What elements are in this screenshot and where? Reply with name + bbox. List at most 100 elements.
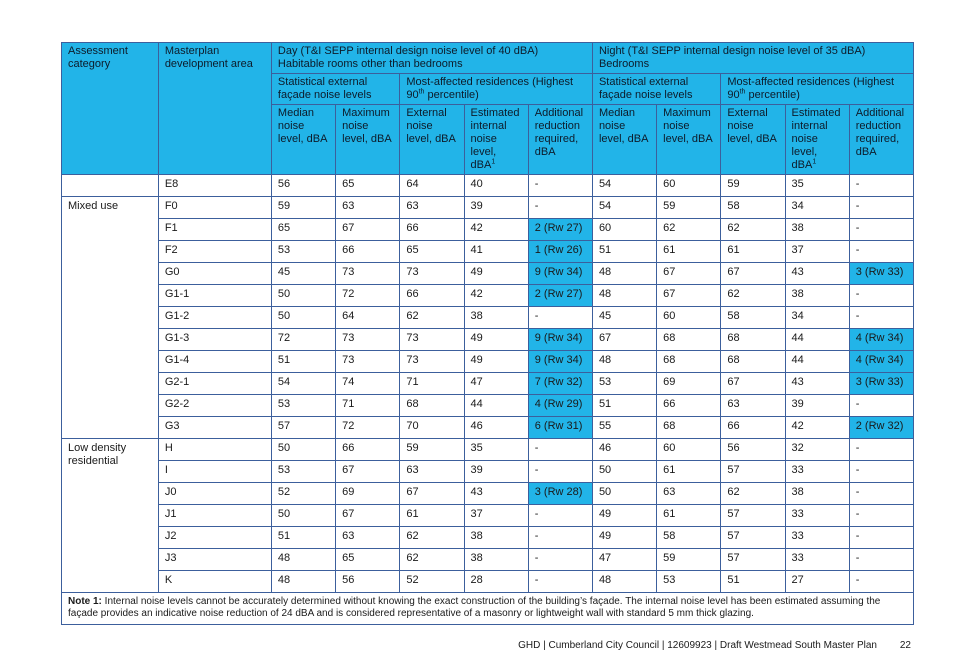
area-cell: J1: [157, 504, 272, 527]
note-text: Internal noise levels cannot be accurate…: [68, 596, 881, 619]
day-internal-cell: 35: [463, 438, 529, 461]
night-internal-cell: 33: [784, 526, 850, 549]
day-internal-cell: 39: [463, 460, 529, 483]
night-maximum-cell: 61: [656, 240, 722, 263]
day-maximum-cell: 65: [335, 548, 401, 571]
night-median-cell: 49: [591, 526, 658, 549]
area-cell: K: [157, 570, 272, 593]
night-external-cell: 67: [720, 262, 786, 285]
day-reduction-cell: -: [527, 570, 593, 593]
table-note: Note 1: Internal noise levels cannot be …: [61, 592, 914, 625]
night-maximum-cell: 67: [656, 284, 722, 307]
night-external-cell: 67: [720, 372, 786, 395]
header-assessment-category: Assessment category: [61, 42, 159, 175]
category-cell: Low density residential: [61, 438, 159, 593]
day-reduction-cell: -: [527, 548, 593, 571]
footer-text: GHD | Cumberland City Council | 12609923…: [518, 640, 877, 651]
day-maximum-cell: 64: [335, 306, 401, 329]
night-external-cell: 58: [720, 306, 786, 329]
table-row: J2 51 63 62 38 - 49 58 57 33 -: [62, 526, 915, 549]
table-row: G2-1 54 74 71 47 7 (Rw 32) 53 69 67 43 3…: [62, 372, 915, 395]
day-internal-cell: 44: [463, 394, 529, 417]
day-maximum-cell: 56: [335, 570, 401, 593]
night-reduction-cell: 4 (Rw 34): [848, 350, 915, 373]
day-maximum-cell: 72: [335, 416, 401, 439]
day-maximum-cell: 74: [335, 372, 401, 395]
table-note-row: Note 1: Internal noise levels cannot be …: [61, 592, 914, 625]
header-masterplan-area: Masterplan development area: [157, 42, 272, 175]
night-external-cell: 57: [720, 504, 786, 527]
day-maximum-cell: 72: [335, 284, 401, 307]
night-internal-cell: 38: [784, 482, 850, 505]
night-maximum-cell: 63: [656, 482, 722, 505]
day-internal-cell: 38: [463, 526, 529, 549]
night-internal-cell: 43: [784, 372, 850, 395]
day-external-cell: 63: [399, 460, 465, 483]
header-night-median: Median noise level, dBA: [591, 104, 658, 175]
night-reduction-cell: -: [848, 460, 915, 483]
table-header: Assessment category Masterplan developme…: [61, 42, 915, 175]
day-external-cell: 64: [399, 174, 465, 197]
day-internal-cell: 47: [463, 372, 529, 395]
day-internal-cell: 43: [463, 482, 529, 505]
day-internal-cell: 49: [463, 350, 529, 373]
night-internal-cell: 33: [784, 460, 850, 483]
night-reduction-cell: -: [848, 482, 915, 505]
header-day-group: Day (T&I SEPP internal design noise leve…: [270, 42, 593, 74]
area-cell: E8: [157, 174, 272, 197]
night-maximum-cell: 59: [656, 196, 722, 219]
day-internal-cell: 49: [463, 328, 529, 351]
table-row: F1 65 67 66 42 2 (Rw 27) 60 62 62 38 -: [62, 218, 915, 241]
day-external-cell: 52: [399, 570, 465, 593]
day-maximum-cell: 71: [335, 394, 401, 417]
day-median-cell: 72: [270, 328, 337, 351]
area-cell: G1-2: [157, 306, 272, 329]
header-day-external: External noise level, dBA: [399, 104, 465, 175]
table-row: J0 52 69 67 43 3 (Rw 28) 50 63 62 38 -: [62, 482, 915, 505]
night-maximum-cell: 67: [656, 262, 722, 285]
header-day-most-affected: Most-affected residences (Highest 90th p…: [399, 73, 593, 105]
table-row: F2 53 66 65 41 1 (Rw 26) 51 61 61 37 -: [62, 240, 915, 263]
day-maximum-cell: 67: [335, 504, 401, 527]
night-maximum-cell: 68: [656, 328, 722, 351]
night-internal-cell: 39: [784, 394, 850, 417]
day-external-cell: 59: [399, 438, 465, 461]
night-median-cell: 48: [591, 570, 658, 593]
night-internal-cell: 38: [784, 284, 850, 307]
day-maximum-cell: 73: [335, 262, 401, 285]
night-external-cell: 62: [720, 284, 786, 307]
day-internal-cell: 49: [463, 262, 529, 285]
header-night-subtitle: Bedrooms: [598, 58, 650, 70]
night-maximum-cell: 58: [656, 526, 722, 549]
day-reduction-cell: -: [527, 460, 593, 483]
table-body: E8 56 65 64 40 - 54 60 59 35 - Mixed use…: [61, 174, 915, 625]
night-median-cell: 47: [591, 548, 658, 571]
day-external-cell: 62: [399, 548, 465, 571]
day-reduction-cell: 9 (Rw 34): [527, 262, 593, 285]
night-external-cell: 61: [720, 240, 786, 263]
day-external-cell: 62: [399, 306, 465, 329]
night-median-cell: 48: [591, 262, 658, 285]
day-median-cell: 51: [270, 526, 337, 549]
night-external-cell: 51: [720, 570, 786, 593]
night-internal-cell: 33: [784, 548, 850, 571]
night-median-cell: 60: [591, 218, 658, 241]
area-cell: J0: [157, 482, 272, 505]
day-median-cell: 53: [270, 394, 337, 417]
night-reduction-cell: -: [848, 526, 915, 549]
night-reduction-cell: -: [848, 438, 915, 461]
table-row: E8 56 65 64 40 - 54 60 59 35 -: [61, 174, 915, 197]
day-reduction-cell: 1 (Rw 26): [527, 240, 593, 263]
day-median-cell: 54: [270, 372, 337, 395]
day-external-cell: 71: [399, 372, 465, 395]
day-median-cell: 50: [270, 284, 337, 307]
night-median-cell: 55: [591, 416, 658, 439]
night-reduction-cell: -: [848, 284, 915, 307]
day-reduction-cell: -: [527, 438, 593, 461]
day-median-cell: 50: [270, 504, 337, 527]
night-reduction-cell: -: [848, 570, 915, 593]
night-median-cell: 50: [591, 482, 658, 505]
day-median-cell: 45: [270, 262, 337, 285]
day-median-cell: 50: [270, 306, 337, 329]
day-maximum-cell: 63: [335, 526, 401, 549]
